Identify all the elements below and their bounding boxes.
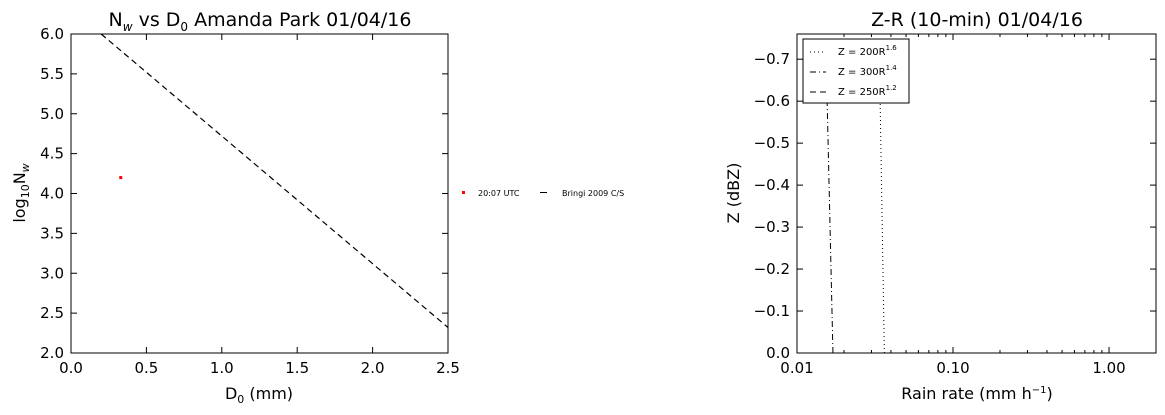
legend-label-20-07-utc: 20:07 UTC	[478, 189, 520, 198]
chart1-x-tick-label: 2.0	[361, 359, 385, 377]
chart1-x-label: D0 (mm)	[225, 384, 293, 406]
chart1-y-label: log10Nw	[10, 163, 32, 222]
chart2-y-tick-label: −0.5	[754, 134, 790, 152]
chart2-y-tick-label: 0.0	[766, 344, 790, 362]
chart2-marks	[826, 101, 885, 354]
chart2-y-tick-label: −0.4	[754, 176, 790, 194]
chart1-plot-frame	[70, 33, 449, 354]
chart1-y-axis: 2.0 2.5 3.0 3.5 4.0 4.5 5.0 5.5 6.0	[40, 25, 448, 362]
chart2-plot-frame	[796, 33, 1157, 354]
chart2-title: Z-R (10-min) 01/04/16	[871, 9, 1083, 31]
chart2-y-tick-label: −0.6	[754, 92, 790, 110]
chart1-y-tick-label: 4.0	[40, 185, 64, 203]
chart1-y-tick-label: 3.5	[40, 224, 64, 242]
chart1-legend: 20:07 UTC Bringi 2009 C/S	[462, 189, 624, 198]
chart-nw-vs-d0: Nw vs D0 Amanda Park 01/04/16 0.0 0.5 1.0 1…	[10, 9, 624, 406]
chart2-legend: Z = 200R1.6 Z = 300R1.4 Z = 250R1.2	[802, 38, 910, 104]
bringi-line	[100, 33, 449, 328]
chart1-y-tick-label: 3.0	[40, 264, 64, 282]
legend-marker-scatter	[462, 191, 465, 194]
chart2-y-label: Z (dBZ)	[724, 163, 743, 224]
chart2-x-tick-label: 0.01	[780, 359, 813, 377]
chart2-x-label: Rain rate (mm h−1)	[901, 384, 1052, 403]
chart1-marks	[100, 33, 449, 328]
chart2-x-tick-label: 1.00	[1092, 359, 1125, 377]
chart2-y-tick-label: −0.1	[754, 302, 790, 320]
zr-line-dotted	[879, 101, 885, 354]
chart1-y-tick-label: 6.0	[40, 25, 64, 43]
chart1-title: Nw vs D0 Amanda Park 01/04/16	[109, 9, 412, 34]
chart1-y-tick-label: 2.0	[40, 344, 64, 362]
scatter-point	[119, 176, 123, 180]
chart1-x-tick-label: 0.0	[59, 359, 83, 377]
chart1-y-tick-label: 5.5	[40, 65, 64, 83]
chart1-y-tick-label: 5.0	[40, 105, 64, 123]
legend-label-z250: Z = 250R1.2	[838, 84, 897, 98]
zr-line-dashdot	[826, 101, 834, 354]
chart2-x-tick-label: 0.10	[936, 359, 969, 377]
chart2-y-tick-label: −0.2	[754, 260, 790, 278]
chart2-x-axis: 0.01 0.10 1.00	[780, 34, 1157, 377]
chart2-y-tick-label: −0.3	[754, 218, 790, 236]
chart1-x-tick-label: 1.5	[285, 359, 309, 377]
chart1-x-tick-label: 0.5	[134, 359, 158, 377]
chart1-x-tick-label: 2.5	[436, 359, 460, 377]
chart2-y-axis: 0.0 −0.1 −0.2 −0.3 −0.4 −0.5 −0.6 −0.7	[754, 50, 1156, 362]
chart2-y-tick-label: −0.7	[754, 50, 790, 68]
chart1-y-tick-label: 4.5	[40, 145, 64, 163]
chart1-x-tick-label: 1.0	[210, 359, 234, 377]
legend-label-z300: Z = 300R1.4	[838, 64, 897, 78]
chart1-y-tick-label: 2.5	[40, 304, 64, 322]
legend-label-bringi: Bringi 2009 C/S	[562, 189, 624, 198]
chart1-x-axis: 0.0 0.5 1.0 1.5 2.0 2.5	[59, 34, 460, 377]
legend-label-z200: Z = 200R1.6	[838, 44, 897, 58]
chart-z-r: Z-R (10-min) 01/04/16 0.01 0.10 1.00 0.0 −0…	[724, 9, 1157, 403]
